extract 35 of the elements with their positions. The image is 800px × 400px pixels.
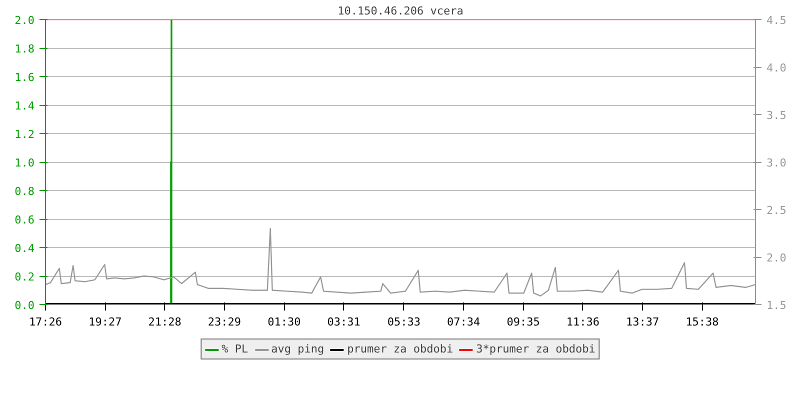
legend-label: avg ping <box>271 342 324 356</box>
x-tick-label: 15:38 <box>686 316 719 328</box>
x-tick-label: 13:37 <box>626 316 660 328</box>
y-tick-label: 0.6 <box>14 214 35 226</box>
y-tick-label: 1.0 <box>14 156 35 170</box>
x-tick-label: 11:36 <box>566 316 600 328</box>
y-tick-label: 0.0 <box>14 299 35 312</box>
x-tick-label: 07:34 <box>447 316 481 328</box>
y2-tick-label: 4.0 <box>766 62 786 74</box>
x-tick-label: 05:33 <box>387 316 421 328</box>
y2-tick-label: 4.5 <box>766 14 786 27</box>
legend-label: % PL <box>222 342 248 356</box>
y2-tick-label: 1.5 <box>766 299 786 312</box>
x-tick-label: 19:27 <box>88 316 122 328</box>
x-tick-label: 03:31 <box>327 316 360 328</box>
y-tick-label: 2.0 <box>14 14 35 27</box>
y-tick-label: 0.8 <box>14 185 35 198</box>
legend-label: 3*prumer za obdobi <box>476 342 596 356</box>
x-tick-label: 17:26 <box>28 316 62 328</box>
y-tick-label: 0.4 <box>14 242 35 255</box>
x-tick-label: 23:29 <box>208 316 242 328</box>
y-tick-label: 0.2 <box>14 270 35 284</box>
y2-tick-label: 3.5 <box>766 109 786 122</box>
y-tick-label: 1.6 <box>14 71 35 84</box>
y2-tick-label: 2.0 <box>766 252 786 264</box>
legend-label: prumer za obdobi <box>347 342 454 356</box>
x-tick-label: 01:30 <box>268 316 301 328</box>
y-tick-label: 1.8 <box>14 42 35 56</box>
x-tick-label: 21:28 <box>148 316 182 328</box>
y2-tick-label: 2.5 <box>766 204 786 217</box>
x-tick-label: 09:35 <box>506 316 540 328</box>
y-tick-label: 1.4 <box>14 100 35 112</box>
y2-tick-label: 3.0 <box>766 156 786 170</box>
y-tick-label: 1.2 <box>14 128 35 141</box>
chart-title: 10.150.46.206 vcera <box>338 4 464 18</box>
